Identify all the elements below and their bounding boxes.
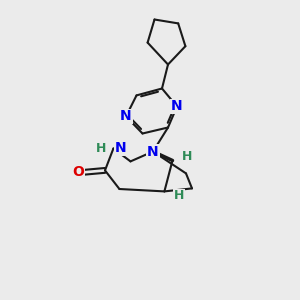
Text: H: H	[174, 189, 184, 203]
Text: N: N	[147, 145, 159, 158]
Text: N: N	[115, 142, 127, 155]
Text: H: H	[182, 149, 193, 163]
Text: H: H	[95, 142, 106, 155]
Text: N: N	[171, 100, 183, 113]
Text: O: O	[73, 166, 85, 179]
Text: N: N	[120, 110, 132, 123]
